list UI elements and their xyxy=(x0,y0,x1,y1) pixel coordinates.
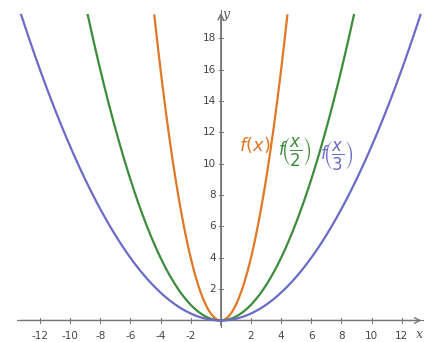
Text: 8: 8 xyxy=(338,331,345,341)
Text: $f(x)$: $f(x)$ xyxy=(239,135,270,155)
Text: 2: 2 xyxy=(210,284,216,294)
Text: -6: -6 xyxy=(125,331,136,341)
Text: 16: 16 xyxy=(203,65,216,75)
Text: 12: 12 xyxy=(395,331,408,341)
Text: 8: 8 xyxy=(210,190,216,200)
Text: -12: -12 xyxy=(32,331,48,341)
Text: 6: 6 xyxy=(308,331,315,341)
Text: $f\!\left(\dfrac{x}{2}\right)$: $f\!\left(\dfrac{x}{2}\right)$ xyxy=(278,135,312,168)
Text: 14: 14 xyxy=(203,96,216,106)
Text: 10: 10 xyxy=(365,331,378,341)
Text: -8: -8 xyxy=(95,331,105,341)
Text: x: x xyxy=(416,328,423,341)
Text: 4: 4 xyxy=(278,331,284,341)
Text: 12: 12 xyxy=(203,127,216,137)
Text: $f\!\left(\dfrac{x}{3}\right)$: $f\!\left(\dfrac{x}{3}\right)$ xyxy=(320,139,354,172)
Text: 10: 10 xyxy=(203,159,216,169)
Text: 4: 4 xyxy=(210,253,216,263)
Text: -10: -10 xyxy=(61,331,78,341)
Text: 6: 6 xyxy=(210,221,216,232)
Text: 18: 18 xyxy=(203,33,216,43)
Text: 2: 2 xyxy=(248,331,254,341)
Text: -4: -4 xyxy=(155,331,166,341)
Text: y: y xyxy=(223,8,229,21)
Text: -2: -2 xyxy=(185,331,196,341)
